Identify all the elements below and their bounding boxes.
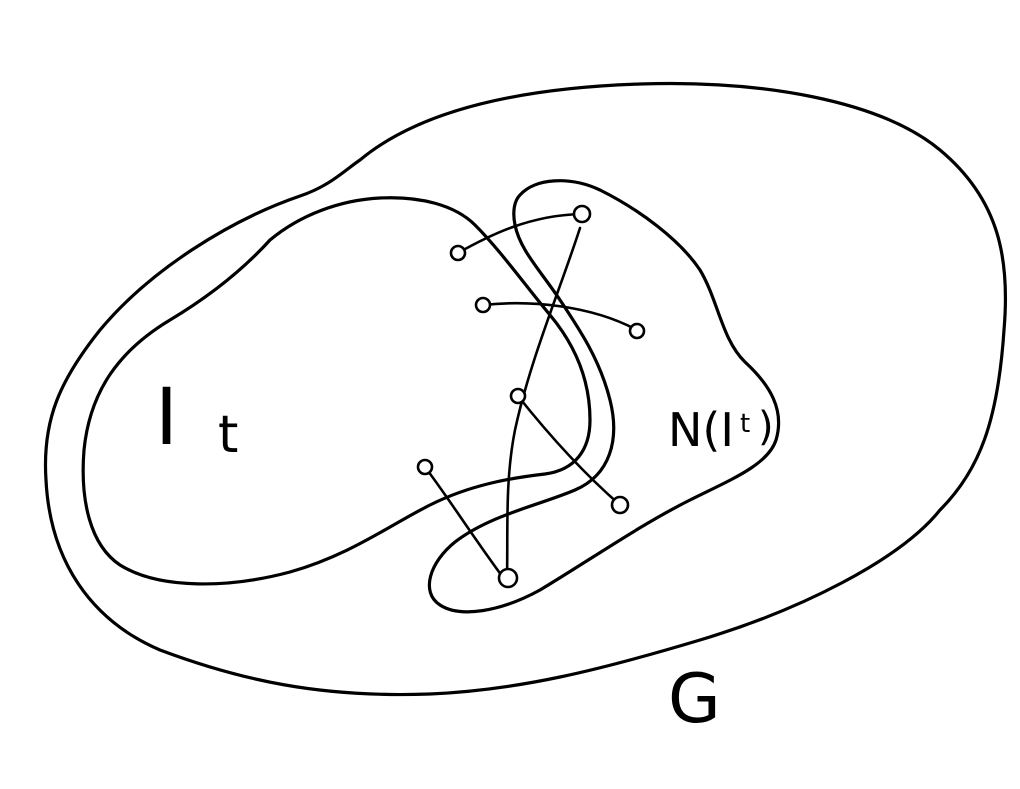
graph-g-boundary	[43, 81, 1008, 697]
vertex-2	[572, 204, 592, 224]
label-set-i: I	[155, 373, 178, 463]
label-neighborhood-close: )	[758, 404, 774, 450]
vertex-5	[509, 387, 527, 405]
vertex-4	[628, 322, 646, 340]
edge-2	[481, 301, 639, 332]
vertex-3	[474, 296, 492, 314]
set-i-t-boundary	[81, 196, 592, 586]
vertex-8	[497, 567, 519, 589]
label-graph-g: G	[668, 660, 721, 739]
edge-1	[456, 212, 584, 255]
label-set-i-subscript: t	[218, 405, 238, 465]
edge-5	[423, 465, 507, 582]
edge-4	[516, 394, 622, 507]
vertex-1	[449, 244, 467, 262]
label-neighborhood: N(I	[668, 403, 734, 457]
label-neighborhood-subscript: t	[740, 409, 750, 439]
vertex-7	[610, 495, 630, 515]
vertex-6	[416, 458, 434, 476]
edge-3	[505, 226, 582, 580]
neighborhood-boundary	[427, 179, 781, 614]
